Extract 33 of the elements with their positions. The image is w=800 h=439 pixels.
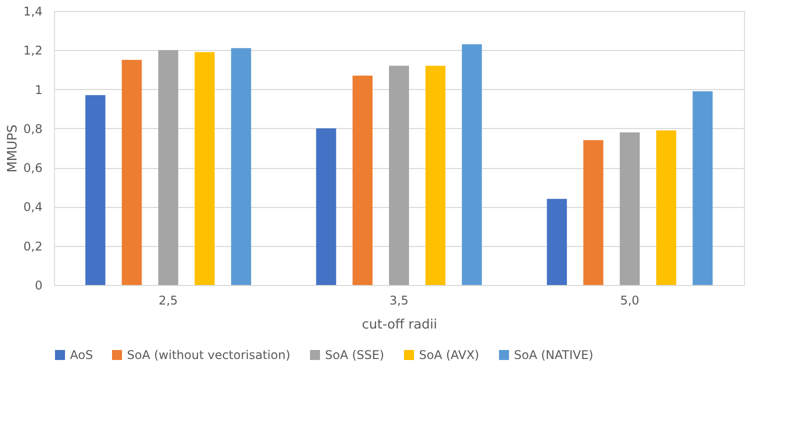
bar — [656, 130, 676, 285]
y-tick-label: 0 — [34, 278, 42, 292]
x-axis-title: cut-off radii — [362, 318, 438, 332]
bar — [692, 91, 713, 285]
legend-label: AoS — [70, 348, 93, 362]
x-tick-label: 5,0 — [620, 294, 640, 308]
bar — [194, 52, 215, 285]
bar — [85, 95, 106, 285]
bar — [620, 132, 640, 285]
x-tick-label: 3,5 — [389, 294, 409, 308]
legend-label: SoA (without vectorisation) — [127, 348, 290, 362]
x-tick-label: 2,5 — [158, 294, 178, 308]
legend-label: SoA (AVX) — [419, 348, 480, 362]
bar — [425, 66, 446, 285]
bar — [546, 198, 567, 285]
legend-label: SoA (SSE) — [325, 348, 384, 362]
y-tick-label: 0,8 — [23, 122, 42, 136]
legend-label: SoA (NATIVE) — [514, 348, 594, 362]
y-tick-label: 1 — [34, 82, 42, 97]
bar — [583, 140, 604, 285]
bar — [231, 48, 252, 285]
bar — [352, 76, 373, 285]
y-tick-label: 0,6 — [23, 161, 42, 176]
y-tick-label: 1,4 — [23, 4, 42, 18]
bar — [158, 50, 178, 285]
y-tick-label: 0,4 — [23, 200, 42, 214]
bar — [462, 44, 482, 285]
y-tick-label: 1,2 — [23, 44, 42, 58]
bar — [122, 60, 142, 285]
y-axis-title: MMUPS — [5, 124, 20, 173]
bar — [389, 66, 409, 285]
bar — [316, 128, 336, 285]
y-tick-label: 0,2 — [23, 239, 42, 254]
